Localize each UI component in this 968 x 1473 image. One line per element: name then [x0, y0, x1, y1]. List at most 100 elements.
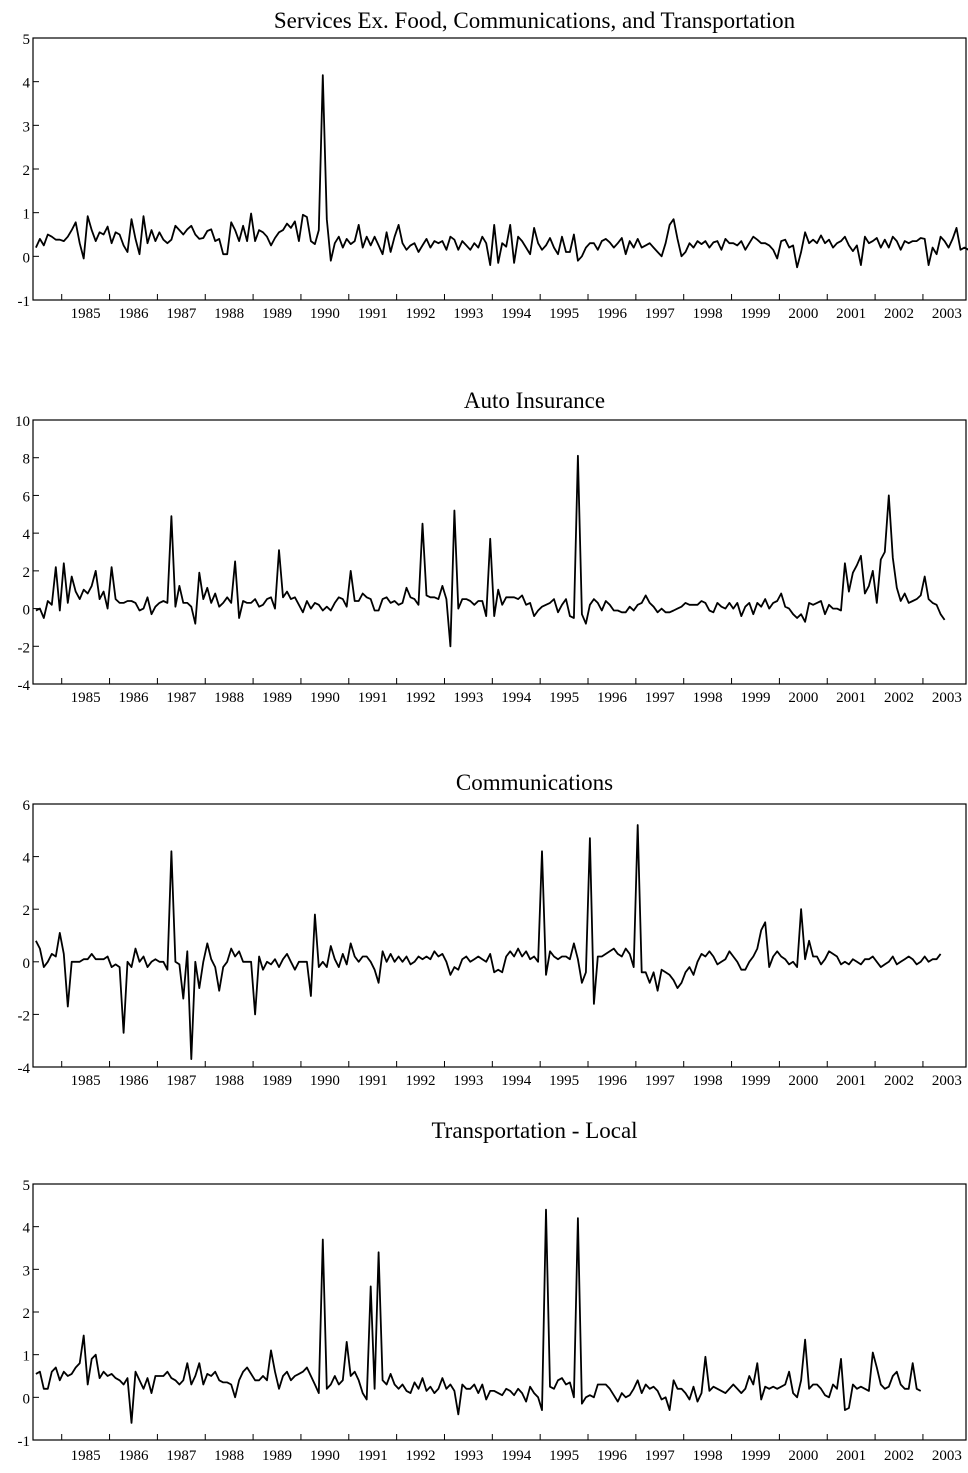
x-tick-label: 1995	[549, 690, 579, 706]
x-tick-label: 2002	[884, 1073, 914, 1089]
x-tick-label: 1994	[501, 1073, 532, 1089]
plot-frame	[32, 803, 967, 1068]
x-tick-label: 2001	[836, 1448, 866, 1464]
x-tick-label: 1985	[71, 1448, 101, 1464]
y-tick-label: 0	[23, 956, 31, 972]
x-tick-label: 1993	[453, 1448, 483, 1464]
x-tick-label: 1996	[597, 1073, 628, 1089]
y-tick-label: 1	[23, 1349, 31, 1365]
x-tick-label: 1997	[645, 1448, 676, 1464]
chart-panel-2: Auto Insurance -4 -2 0 2 4 6 8 10 1985 1986 1987 198…	[0, 370, 968, 740]
x-tick-label: 1985	[71, 690, 101, 706]
series-line	[35, 454, 946, 648]
x-tick-label: 1988	[214, 306, 244, 322]
x-tick-label: 1992	[406, 1448, 436, 1464]
x-tick-label: 1999	[740, 1448, 770, 1464]
y-tick-label: -4	[18, 1061, 31, 1077]
y-tick-label: 2	[23, 903, 31, 919]
x-tick-label: 1992	[406, 306, 436, 322]
chart-1: Services Ex. Food, Communications, and T…	[18, 8, 968, 322]
y-tick-label: -1	[18, 294, 31, 310]
x-tick-label: 1989	[262, 690, 292, 706]
chart-panel-1: Services Ex. Food, Communications, and T…	[0, 0, 968, 370]
y-tick-label: 6	[23, 489, 31, 505]
chart-title: Transportation - Local	[431, 1118, 637, 1143]
y-tick-label: 5	[23, 32, 31, 48]
y-tick-label: 2	[23, 163, 31, 179]
x-tick-label: 1999	[740, 690, 770, 706]
x-tick-label: 1993	[453, 306, 483, 322]
y-tick-label: -4	[18, 678, 31, 694]
x-tick-label: 1990	[310, 306, 340, 322]
x-tick-label: 1997	[645, 306, 676, 322]
plot-frame	[32, 419, 967, 685]
y-tick-label: 4	[23, 1221, 31, 1237]
chart-panel-4: Transportation - Local -1 0 1 2 3 4 5 1985 1986 19…	[0, 1110, 968, 1473]
x-tick-label: 1989	[262, 1073, 292, 1089]
x-tick-label: 1991	[358, 306, 388, 322]
y-tick-label: 3	[23, 1263, 31, 1279]
x-tick-label: 1994	[501, 1448, 532, 1464]
x-tick-label: 1992	[406, 1073, 436, 1089]
x-tick-label: 1987	[166, 1073, 197, 1089]
x-tick-label: 1999	[740, 1073, 770, 1089]
y-tick-label: 6	[23, 798, 31, 814]
x-tick-label: 1985	[71, 1073, 101, 1089]
y-tick-label: 3	[23, 119, 31, 135]
x-tick-label: 1985	[71, 306, 101, 322]
x-tick-label: 1988	[214, 1073, 244, 1089]
x-tick-label: 1998	[693, 1073, 723, 1089]
x-tick-label: 1986	[118, 306, 149, 322]
chart-3: Communications -4 -2 0 2 4 6 1985 1986 1987 1988 19…	[18, 770, 967, 1089]
chart-title: Communications	[456, 770, 613, 795]
x-tick-label: 1993	[453, 1073, 483, 1089]
x-tick-label: 2000	[788, 690, 818, 706]
x-tick-label: 2001	[836, 690, 866, 706]
y-tick-label: 2	[23, 1306, 31, 1322]
x-tick-label: 1990	[310, 690, 340, 706]
x-tick-label: 1994	[501, 306, 532, 322]
x-tick-label: 1986	[118, 1073, 149, 1089]
x-tick-label: 1992	[406, 690, 436, 706]
x-tick-label: 1998	[693, 1448, 723, 1464]
x-tick-label: 1986	[118, 1448, 149, 1464]
x-tick-label: 1998	[693, 690, 723, 706]
x-tick-label: 1999	[740, 306, 770, 322]
y-tick-label: -2	[18, 1008, 31, 1024]
y-tick-label: -2	[18, 640, 31, 656]
x-tick-label: 2003	[932, 1073, 962, 1089]
y-tick-label: 5	[23, 1178, 31, 1194]
y-tick-label: 4	[23, 527, 31, 543]
x-tick-label: 1995	[549, 1073, 579, 1089]
x-tick-label: 1989	[262, 306, 292, 322]
series-line	[35, 1208, 922, 1424]
x-tick-label: 1991	[358, 690, 388, 706]
chart-2: Auto Insurance -4 -2 0 2 4 6 8 10 1985 1986 1987 198…	[15, 388, 967, 706]
x-tick-label: 1998	[693, 306, 723, 322]
x-tick-label: 2003	[932, 1448, 962, 1464]
x-tick-label: 1987	[166, 306, 197, 322]
y-tick-label: -1	[18, 1434, 31, 1450]
x-tick-label: 1987	[166, 690, 197, 706]
y-tick-label: 0	[23, 1391, 31, 1407]
x-tick-label: 1995	[549, 306, 579, 322]
x-tick-label: 1994	[501, 690, 532, 706]
x-tick-label: 1995	[549, 1448, 579, 1464]
x-tick-label: 2000	[788, 1073, 818, 1089]
series-line	[35, 824, 942, 1061]
chart-title: Services Ex. Food, Communications, and T…	[274, 8, 796, 33]
x-tick-label: 1996	[597, 690, 628, 706]
x-tick-label: 1996	[597, 306, 628, 322]
chart-4: Transportation - Local -1 0 1 2 3 4 5 1985 1986 19…	[18, 1118, 967, 1464]
x-tick-label: 1991	[358, 1073, 388, 1089]
y-tick-label: 1	[23, 207, 31, 223]
x-tick-label: 2002	[884, 306, 914, 322]
chart-panel-3: Communications -4 -2 0 2 4 6 1985 1986 1987 1988 19…	[0, 740, 968, 1110]
x-tick-label: 2003	[932, 690, 962, 706]
x-tick-label: 1993	[453, 690, 483, 706]
x-tick-label: 2002	[884, 1448, 914, 1464]
y-tick-label: 8	[23, 452, 31, 468]
x-tick-label: 2000	[788, 306, 818, 322]
y-tick-label: 4	[23, 851, 31, 867]
y-tick-label: 10	[15, 414, 30, 430]
